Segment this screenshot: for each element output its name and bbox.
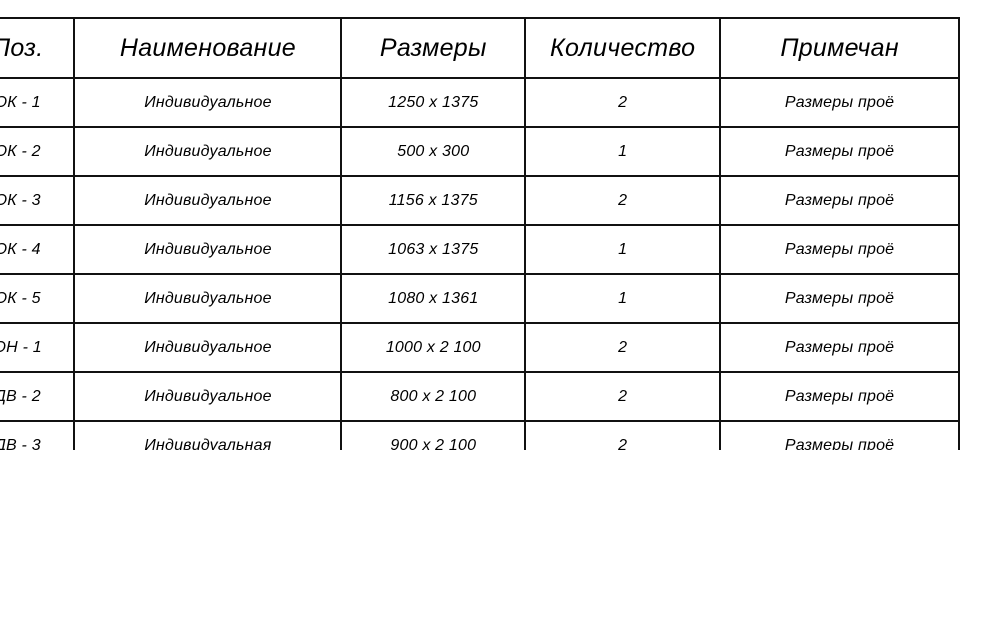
cell-size: 500 x 300 xyxy=(340,126,527,177)
table-row: ДВ - 2 Индивидуальное 800 x 2 100 2 Разм… xyxy=(0,371,960,422)
cell-note: Размеры проё xyxy=(719,175,960,226)
cell-name: Индивидуальное xyxy=(73,322,343,373)
cell-name: Индивидуальное xyxy=(73,273,343,324)
cell-note: Размеры проё xyxy=(719,420,960,450)
cell-name: Индивидуальная xyxy=(73,420,343,450)
cell-quantity: 1 xyxy=(524,224,722,275)
cell-note: Размеры проё xyxy=(719,371,960,422)
table-row: ДВ - 3 Индивидуальная 900 x 2 100 2 Разм… xyxy=(0,420,960,450)
column-header-name: Наименование xyxy=(73,17,343,79)
table-row: ОН - 1 Индивидуальное 1000 x 2 100 2 Раз… xyxy=(0,322,960,373)
cell-size: 1250 x 1375 xyxy=(340,77,527,128)
column-header-size: Размеры xyxy=(340,17,527,79)
cell-quantity: 2 xyxy=(524,175,722,226)
cell-name: Индивидуальное xyxy=(73,224,343,275)
cell-size: 1000 x 2 100 xyxy=(340,322,527,373)
cell-size: 900 x 2 100 xyxy=(340,420,527,450)
table-header-row: Поз. Наименование Размеры Количество При… xyxy=(0,17,960,79)
cell-size: 1080 x 1361 xyxy=(340,273,527,324)
table-row: ОК - 5 Индивидуальное 1080 x 1361 1 Разм… xyxy=(0,273,960,324)
cell-quantity: 2 xyxy=(524,77,722,128)
cell-size: 1156 x 1375 xyxy=(340,175,527,226)
column-header-quantity: Количество xyxy=(524,17,722,79)
column-header-note: Примечан xyxy=(719,17,960,79)
table-row: ОК - 3 Индивидуальное 1156 x 1375 2 Разм… xyxy=(0,175,960,226)
column-header-position: Поз. xyxy=(0,17,76,79)
cell-note: Размеры проё xyxy=(719,273,960,324)
cell-position: ОК - 5 xyxy=(0,273,76,324)
table-row: ОК - 2 Индивидуальное 500 x 300 1 Размер… xyxy=(0,126,960,177)
cell-position: ОК - 3 xyxy=(0,175,76,226)
table-body: ОК - 1 Индивидуальное 1250 x 1375 2 Разм… xyxy=(0,77,960,450)
cell-note: Размеры проё xyxy=(719,322,960,373)
cell-quantity: 2 xyxy=(524,420,722,450)
table-row: ОК - 1 Индивидуальное 1250 x 1375 2 Разм… xyxy=(0,77,960,128)
cell-note: Размеры проё xyxy=(719,224,960,275)
cell-quantity: 1 xyxy=(524,273,722,324)
cell-position: ОК - 2 xyxy=(0,126,76,177)
cell-name: Индивидуальное xyxy=(73,175,343,226)
cell-quantity: 2 xyxy=(524,322,722,373)
cell-position: ДВ - 2 xyxy=(0,371,76,422)
table-title-clipped: Спецификация заполнения оконных и дверны… xyxy=(0,0,1000,18)
cell-note: Размеры проё xyxy=(719,77,960,128)
cell-size: 1063 x 1375 xyxy=(340,224,527,275)
specification-table: Поз. Наименование Размеры Количество При… xyxy=(0,17,960,450)
cell-name: Индивидуальное xyxy=(73,77,343,128)
cell-quantity: 2 xyxy=(524,371,722,422)
cell-size: 800 x 2 100 xyxy=(340,371,527,422)
cell-note: Размеры проё xyxy=(719,126,960,177)
cell-name: Индивидуальное xyxy=(73,371,343,422)
cell-position: ДВ - 3 xyxy=(0,420,76,450)
cell-name: Индивидуальное xyxy=(73,126,343,177)
cell-position: ОК - 1 xyxy=(0,77,76,128)
specification-table-clip: Поз. Наименование Размеры Количество При… xyxy=(0,17,1000,450)
cell-position: ОК - 4 xyxy=(0,224,76,275)
cell-quantity: 1 xyxy=(524,126,722,177)
table-row: ОК - 4 Индивидуальное 1063 x 1375 1 Разм… xyxy=(0,224,960,275)
cell-position: ОН - 1 xyxy=(0,322,76,373)
